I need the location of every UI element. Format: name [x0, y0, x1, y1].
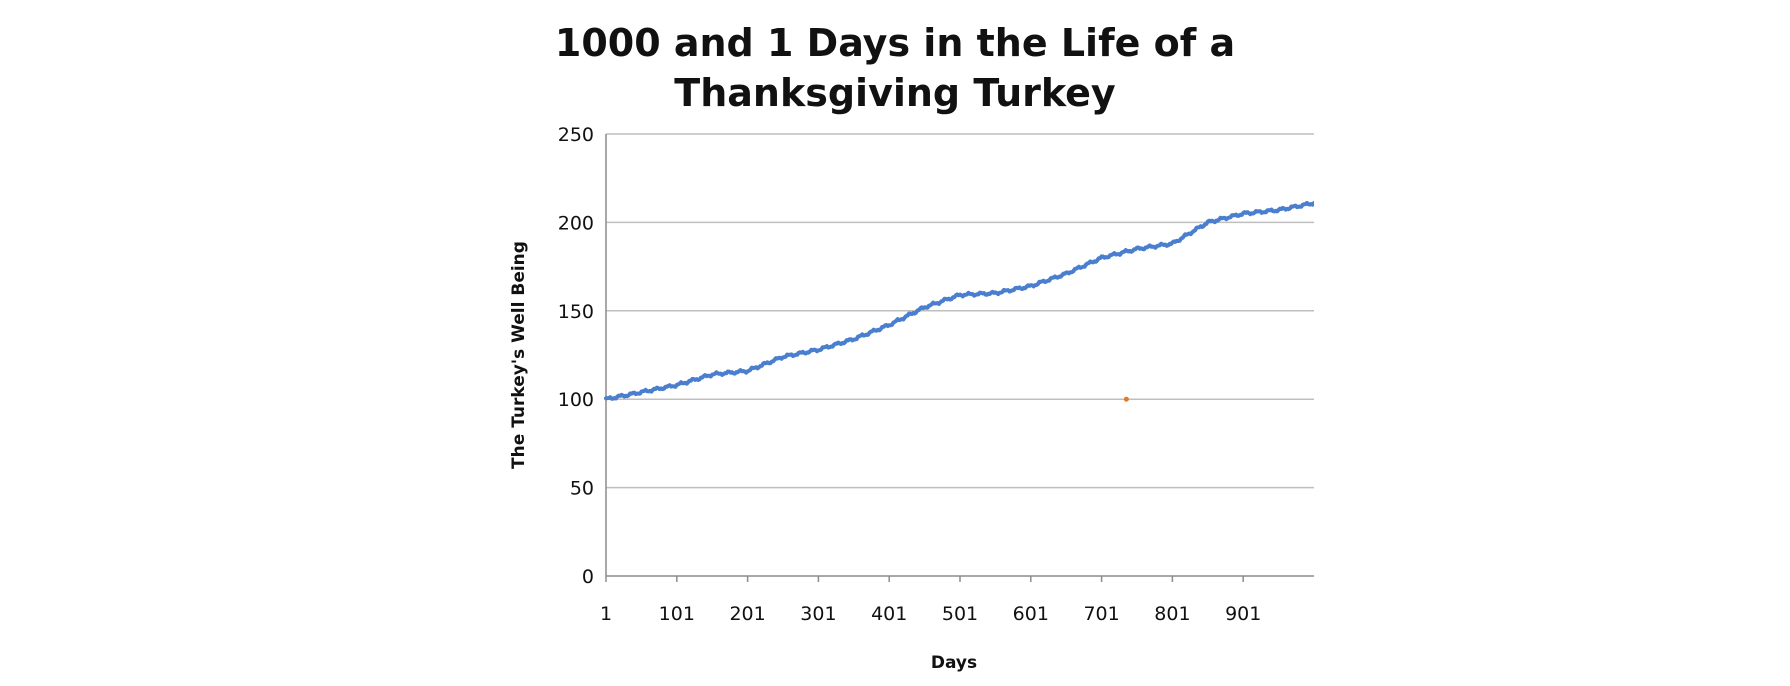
- x-tick-label: 1: [600, 603, 612, 625]
- x-tick-label: 701: [1083, 603, 1119, 625]
- chart-title-line-2: Thanksgiving Turkey: [674, 71, 1116, 115]
- line-chart: 0 50 100 150 200 250 1 101 201 301 401 501 601 701 801…: [509, 124, 1314, 673]
- x-tick-label: 201: [729, 603, 765, 625]
- series-line-0: [604, 200, 1314, 401]
- chart-frame: 1000 and 1 Days in the Life of a Thanksg…: [476, 0, 1314, 686]
- y-tick-label: 100: [558, 389, 594, 411]
- x-tick-label: 401: [871, 603, 907, 625]
- y-tick-label: 0: [582, 566, 594, 588]
- x-axis-label: Days: [931, 653, 977, 673]
- x-tick-label: 301: [800, 603, 836, 625]
- y-tick-label: 200: [558, 212, 594, 234]
- chart-title-line-1: 1000 and 1 Days in the Life of a: [554, 21, 1236, 65]
- marker-layer: [1123, 396, 1129, 402]
- x-tick-label: 601: [1013, 603, 1049, 625]
- y-tick-label: 50: [570, 478, 594, 500]
- annotation-point: [1123, 396, 1129, 402]
- x-tick-label: 101: [659, 603, 695, 625]
- chart-title: 1000 and 1 Days in the Life of a Thanksg…: [476, 18, 1314, 118]
- x-tick-label: 501: [942, 603, 978, 625]
- y-axis-label: The Turkey's Well Being: [509, 241, 529, 469]
- gridlines: [606, 133, 1314, 489]
- tick-labels: 0 50 100 150 200 250 1 101 201 301 401 501 601 701 801…: [558, 124, 1262, 625]
- series-layer: [604, 200, 1314, 401]
- axes: [605, 134, 1314, 582]
- x-tick-label: 801: [1154, 603, 1190, 625]
- x-tick-label: 901: [1225, 603, 1261, 625]
- y-tick-label: 250: [558, 124, 594, 146]
- y-tick-label: 150: [558, 301, 594, 323]
